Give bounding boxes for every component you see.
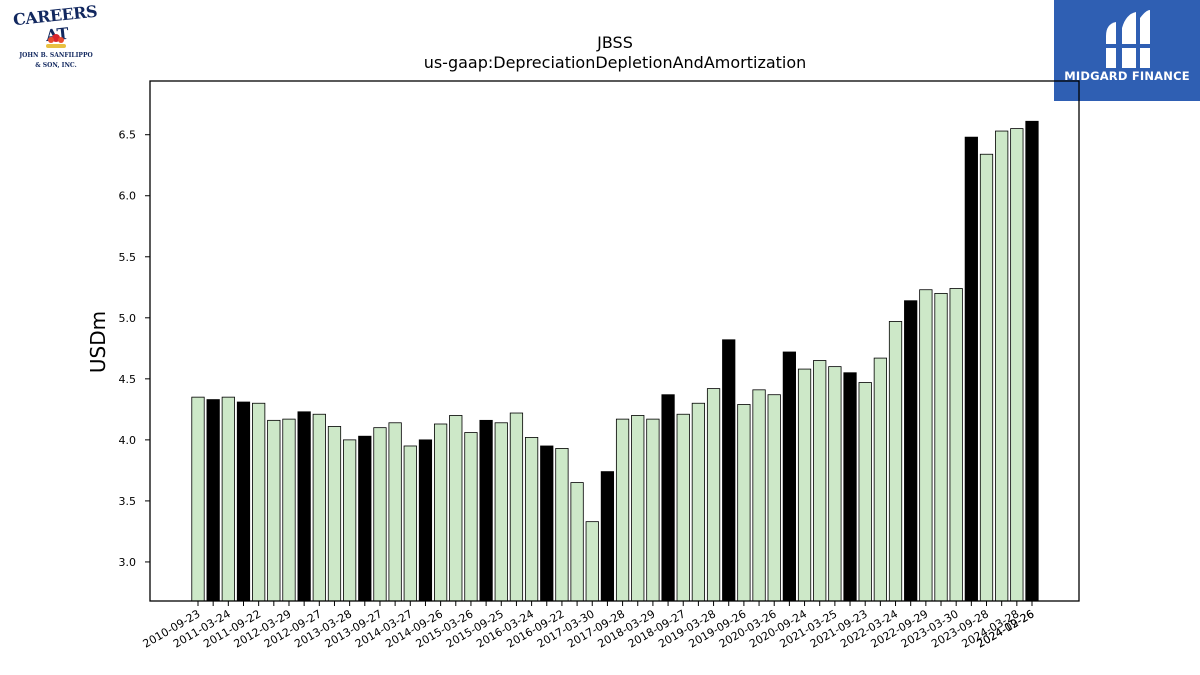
bars-group [191, 120, 1039, 602]
bar [464, 432, 478, 602]
bar [524, 437, 539, 602]
bar [540, 445, 554, 602]
bar [782, 351, 796, 602]
bar [267, 419, 281, 602]
bar [555, 448, 569, 602]
bar [479, 419, 493, 602]
company-logo: CAREERS AT JOHN B. SANFILIPPO & SON, INC… [4, 2, 108, 74]
y-axis-label: USDm [86, 311, 110, 373]
bar [433, 423, 448, 602]
bar [615, 418, 630, 602]
plot-frame [149, 80, 1080, 602]
bar [282, 418, 296, 602]
bar [631, 415, 645, 602]
bar [418, 439, 433, 602]
bar [570, 482, 584, 602]
bar [449, 415, 463, 602]
y-tick-label: 5.5 [119, 251, 137, 264]
bar [585, 521, 599, 602]
bar [691, 402, 706, 602]
logo-company-line2: & SON, INC. [35, 62, 77, 69]
bar [964, 136, 978, 602]
midgard-finance-logo: MIDGARD FINANCE [1054, 0, 1200, 101]
bar [888, 321, 903, 602]
bar [706, 388, 721, 602]
bar [343, 439, 357, 602]
chart-subtitle: us-gaap:DepreciationDepletionAndAmortiza… [424, 53, 807, 72]
bar [403, 445, 417, 602]
y-tick-label: 3.0 [119, 556, 137, 569]
y-tick-label: 4.5 [119, 373, 137, 386]
bar [979, 153, 994, 602]
bar [858, 382, 872, 602]
bar [904, 300, 918, 602]
bar [373, 427, 387, 602]
bar [252, 402, 266, 602]
bar [236, 401, 251, 602]
bar [934, 292, 948, 602]
bar [297, 411, 311, 602]
bar [813, 360, 827, 602]
bar [600, 471, 615, 602]
bar [646, 418, 660, 602]
bar [1025, 120, 1039, 602]
logo-company-line1: JOHN B. SANFILIPPO [19, 52, 93, 59]
y-tick-label: 6.0 [119, 190, 137, 203]
bar [919, 289, 933, 602]
bar [661, 394, 675, 602]
bar [358, 435, 372, 602]
x-axis-ticks: 2010-09-232011-03-242011-09-222012-03-29… [141, 601, 1037, 651]
y-tick-label: 3.5 [119, 495, 137, 508]
bar [797, 368, 812, 602]
y-tick-label: 5.0 [119, 312, 137, 325]
y-axis-ticks: 3.0 3.5 4.0 4.5 5.0 5.5 6.0 6.5 [119, 129, 150, 569]
y-tick-label: 4.0 [119, 434, 137, 447]
logo-flower-icon [46, 34, 66, 48]
bar [767, 394, 781, 602]
midgard-mark-icon [1104, 10, 1150, 68]
bar [828, 366, 842, 602]
bar [312, 413, 326, 602]
bar [206, 399, 220, 602]
bar [509, 412, 524, 602]
midgard-finance-name: MIDGARD FINANCE [1064, 69, 1190, 83]
bar [676, 413, 690, 602]
bar [1010, 128, 1024, 602]
bar [221, 396, 235, 602]
bar [388, 422, 402, 602]
bar [494, 422, 508, 602]
bar [722, 339, 736, 602]
bar [327, 426, 342, 602]
bar [752, 389, 766, 602]
bar [873, 357, 887, 602]
y-tick-label: 6.5 [119, 129, 137, 142]
bar [843, 372, 857, 602]
bar [995, 130, 1009, 602]
bar [737, 404, 751, 602]
bar [949, 288, 963, 602]
bar [191, 396, 205, 602]
chart-title: JBSS [596, 33, 633, 52]
